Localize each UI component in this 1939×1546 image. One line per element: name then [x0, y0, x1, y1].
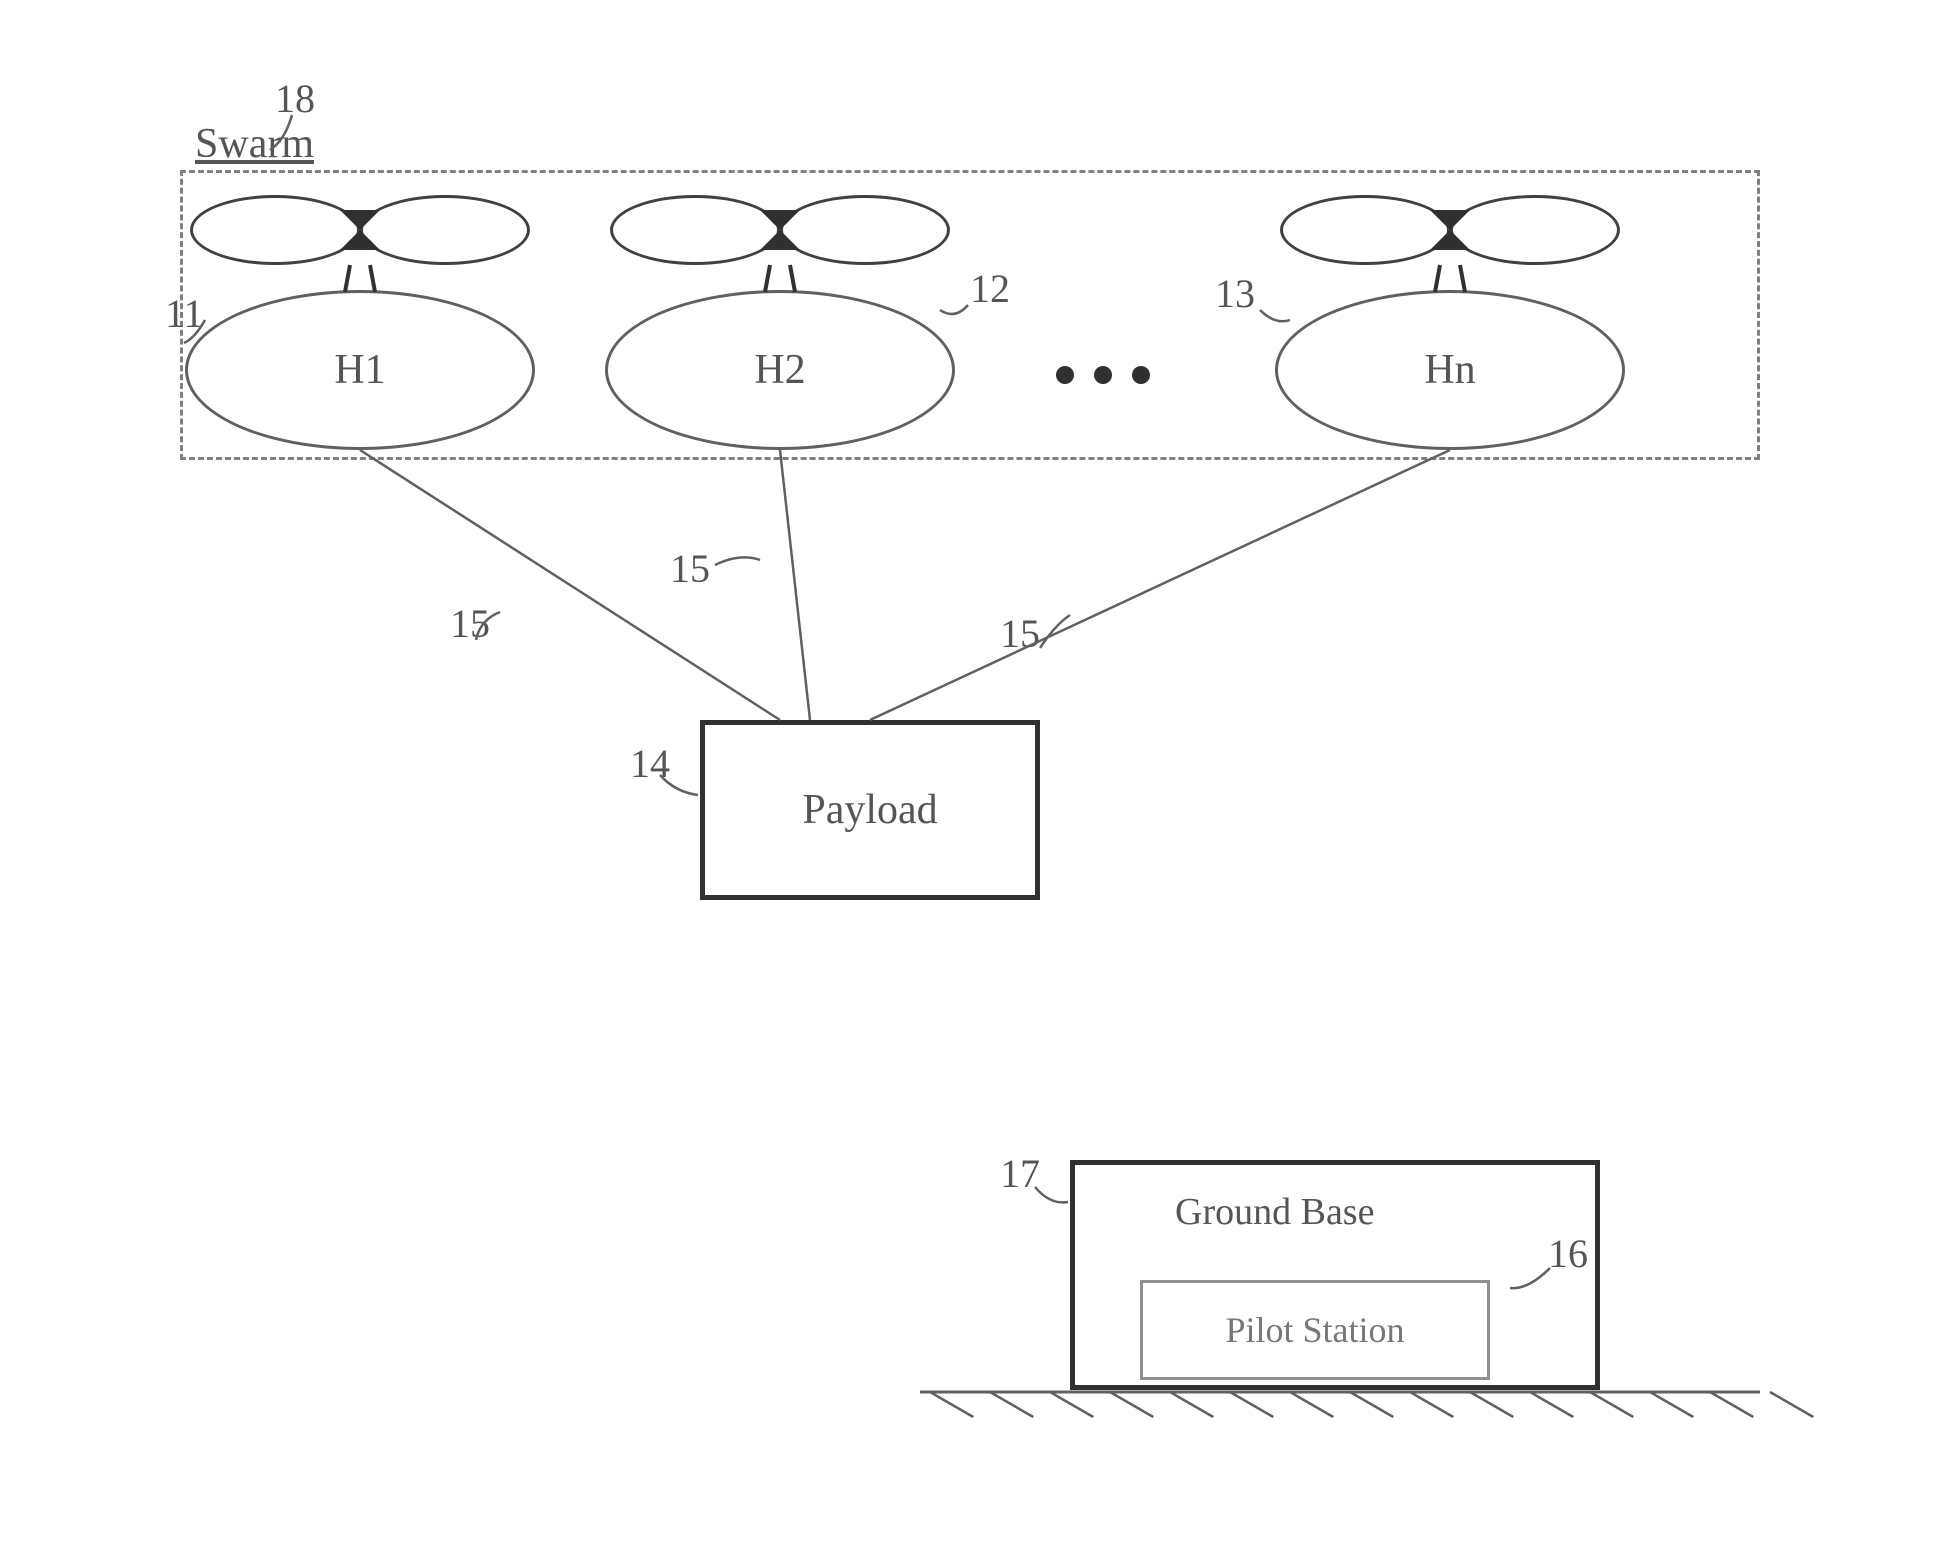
refnum-16: 16	[1548, 1230, 1588, 1277]
diagram-canvas: Swarm H1 H2 Hn Payload	[0, 0, 1939, 1546]
refnum-15b: 15	[670, 545, 710, 592]
rotor-h1	[190, 195, 530, 265]
refnum-15c: 15	[1000, 610, 1040, 657]
heli-body-h1: H1	[185, 290, 535, 450]
heli-body-hn: Hn	[1275, 290, 1625, 450]
payload-label: Payload	[802, 786, 937, 834]
pilotstation-label: Pilot Station	[1225, 1309, 1404, 1351]
rotor-hn	[1280, 195, 1620, 265]
heli-label-h1: H1	[334, 346, 385, 394]
refnum-12: 12	[970, 265, 1010, 312]
groundbase-label: Ground Base	[1175, 1190, 1374, 1234]
groundbase-box: Ground Base Pilot Station	[1070, 1160, 1600, 1390]
heli-label-h2: H2	[754, 346, 805, 394]
refnum-14: 14	[630, 740, 670, 787]
refnum-15a: 15	[450, 600, 490, 647]
refnum-13: 13	[1215, 270, 1255, 317]
pilotstation-box: Pilot Station	[1140, 1280, 1490, 1380]
refnum-18: 18	[275, 75, 315, 122]
payload-box: Payload	[700, 720, 1040, 900]
heli-body-h2: H2	[605, 290, 955, 450]
tether-lines	[360, 450, 1450, 720]
refnum-17: 17	[1000, 1150, 1040, 1197]
rotor-h2	[610, 195, 950, 265]
heli-label-hn: Hn	[1424, 346, 1475, 394]
ground-hatch	[930, 1392, 1813, 1417]
refnum-11: 11	[165, 290, 204, 337]
swarm-title: Swarm	[195, 120, 314, 168]
